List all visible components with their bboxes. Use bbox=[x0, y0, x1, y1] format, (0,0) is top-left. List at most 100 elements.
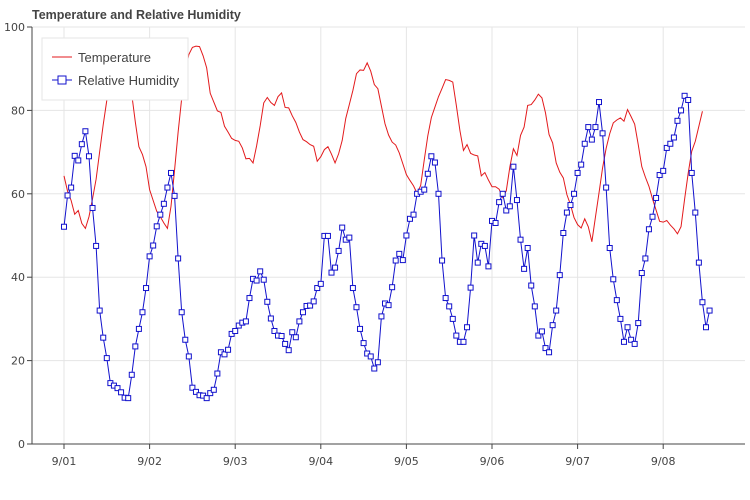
data-point bbox=[93, 242, 100, 249]
data-point bbox=[606, 245, 613, 252]
data-point bbox=[524, 245, 531, 252]
data-point bbox=[168, 169, 174, 176]
legend: Temperature Relative Humidity bbox=[41, 37, 189, 101]
data-point bbox=[307, 302, 314, 309]
y-tick-label: 80 bbox=[11, 104, 25, 117]
x-tick-label: 9/01 bbox=[52, 455, 77, 468]
data-point bbox=[688, 169, 695, 176]
data-point bbox=[588, 136, 595, 143]
data-point bbox=[289, 329, 296, 336]
data-point bbox=[638, 270, 645, 277]
data-point bbox=[292, 334, 299, 341]
data-point bbox=[681, 92, 688, 99]
data-point bbox=[367, 353, 374, 360]
data-point bbox=[699, 299, 706, 306]
data-point bbox=[132, 343, 139, 350]
data-point bbox=[603, 184, 610, 191]
data-point bbox=[296, 318, 303, 325]
data-point bbox=[613, 297, 620, 304]
data-point bbox=[538, 328, 545, 335]
data-point bbox=[61, 223, 67, 230]
data-point bbox=[410, 211, 417, 218]
axes: 0 20 40 60 80 100 9/01 9/02 9/03 9/04 9/05 9/06 9/07… bbox=[4, 21, 745, 468]
data-point bbox=[232, 327, 239, 334]
data-point bbox=[674, 117, 681, 124]
data-point bbox=[182, 336, 189, 343]
data-point bbox=[349, 285, 356, 292]
data-point bbox=[282, 340, 289, 347]
data-point bbox=[114, 385, 121, 392]
data-point bbox=[428, 153, 435, 160]
data-point bbox=[314, 285, 321, 292]
x-tick-label: 9/02 bbox=[137, 455, 162, 468]
data-point bbox=[424, 170, 431, 177]
data-point bbox=[96, 307, 103, 314]
data-point bbox=[189, 384, 196, 391]
data-point bbox=[192, 388, 199, 395]
data-point bbox=[517, 236, 524, 243]
data-point bbox=[431, 159, 438, 166]
data-point bbox=[467, 284, 474, 291]
data-point bbox=[71, 152, 78, 159]
data-point bbox=[703, 324, 709, 331]
data-point bbox=[160, 200, 167, 207]
data-point bbox=[617, 315, 624, 322]
data-point bbox=[592, 124, 599, 131]
data-point bbox=[310, 298, 317, 305]
data-point bbox=[210, 386, 217, 393]
x-tick-label: 9/06 bbox=[480, 455, 505, 468]
data-point bbox=[670, 134, 677, 141]
data-point bbox=[150, 242, 157, 249]
series-line bbox=[63, 45, 703, 242]
data-point bbox=[499, 190, 506, 197]
data-point bbox=[285, 347, 292, 354]
data-point bbox=[474, 259, 481, 266]
grid-lines bbox=[32, 26, 745, 445]
data-point bbox=[485, 263, 492, 270]
data-point bbox=[164, 184, 171, 191]
y-tick-label: 40 bbox=[11, 271, 25, 284]
data-point bbox=[82, 128, 89, 135]
data-point bbox=[125, 395, 132, 402]
legend-box bbox=[41, 37, 189, 101]
data-point bbox=[571, 190, 578, 197]
data-point bbox=[653, 194, 660, 201]
data-point bbox=[510, 163, 517, 170]
data-point bbox=[620, 338, 627, 345]
series-temperature bbox=[63, 45, 703, 242]
data-point bbox=[85, 153, 92, 160]
data-point bbox=[563, 209, 570, 216]
data-point bbox=[453, 332, 460, 339]
data-point bbox=[513, 197, 520, 204]
data-point bbox=[596, 99, 602, 106]
x-tick-label: 9/03 bbox=[223, 455, 248, 468]
data-point bbox=[185, 353, 192, 360]
data-point bbox=[531, 303, 538, 310]
data-point bbox=[242, 318, 249, 325]
data-point bbox=[585, 124, 592, 131]
data-point bbox=[631, 340, 638, 347]
data-point bbox=[503, 207, 510, 214]
data-point bbox=[78, 141, 85, 148]
data-point bbox=[278, 333, 285, 339]
data-point bbox=[624, 324, 631, 331]
legend-label: Temperature bbox=[78, 50, 151, 65]
data-point bbox=[685, 96, 692, 103]
data-point bbox=[464, 324, 471, 331]
data-point bbox=[599, 130, 606, 137]
data-point bbox=[371, 365, 378, 372]
data-point bbox=[528, 282, 535, 289]
data-point bbox=[157, 211, 164, 218]
data-point bbox=[460, 338, 467, 345]
legend-swatch-marker bbox=[57, 75, 67, 85]
data-point bbox=[610, 276, 617, 283]
y-tick-label: 0 bbox=[18, 438, 25, 451]
data-point bbox=[439, 257, 446, 264]
data-point bbox=[357, 325, 364, 332]
data-point bbox=[257, 268, 264, 275]
data-point bbox=[667, 140, 674, 147]
data-point bbox=[374, 359, 381, 366]
y-tick-label: 60 bbox=[11, 188, 25, 201]
data-point bbox=[481, 242, 488, 249]
data-point bbox=[660, 167, 667, 174]
